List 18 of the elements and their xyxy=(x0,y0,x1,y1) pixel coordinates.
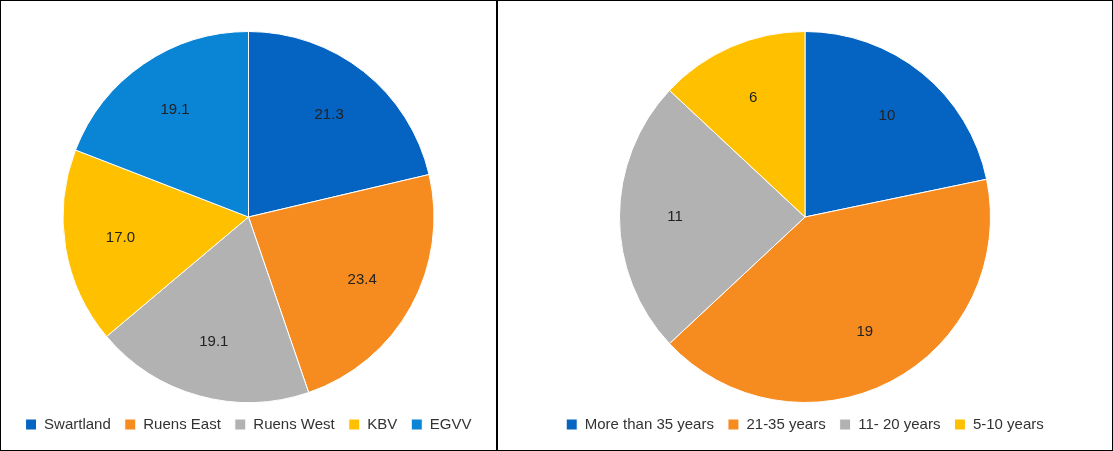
legend-label: 21-35 years xyxy=(746,414,826,432)
data-label: 10 xyxy=(878,106,896,124)
data-label: 19.1 xyxy=(160,100,190,118)
legend-label: Ruens West xyxy=(253,414,336,432)
data-label: 21.3 xyxy=(314,105,344,123)
data-label: 19 xyxy=(856,322,874,340)
legend-label: 11- 20 years xyxy=(858,414,941,432)
data-label: 11 xyxy=(667,207,683,225)
data-label: 23.4 xyxy=(347,269,377,287)
legend-label: Swartland xyxy=(44,414,111,432)
legend-label: KBV xyxy=(367,414,398,432)
legend-label: 5-10 years xyxy=(972,414,1044,432)
data-label: 19.1 xyxy=(199,332,229,350)
legend-label: Ruens East xyxy=(143,414,222,432)
data-label: 17.0 xyxy=(105,228,136,246)
data-label: 6 xyxy=(749,88,758,106)
legend-label: More than 35 years xyxy=(584,414,714,432)
legend-label: EGVV xyxy=(429,414,472,432)
